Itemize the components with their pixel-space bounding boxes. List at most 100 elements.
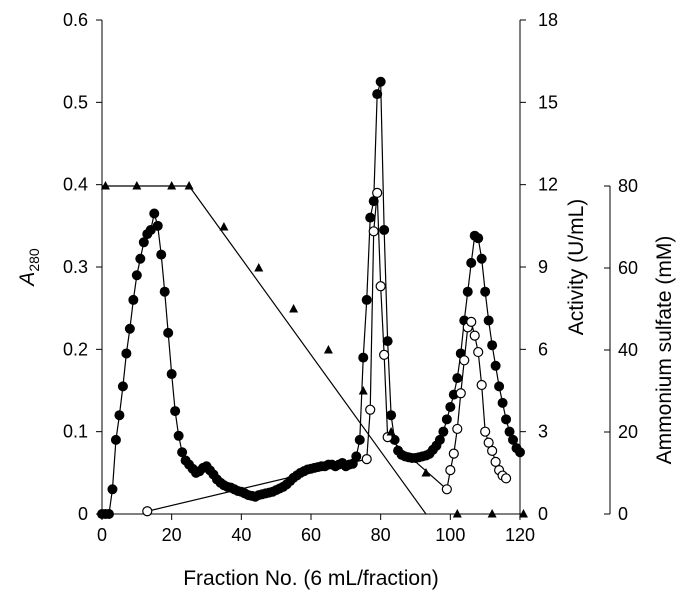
data-point (487, 445, 498, 456)
x-tick-label: 0 (97, 525, 107, 545)
x-tick-label: 20 (162, 525, 182, 545)
data-point (103, 509, 114, 519)
y-left-tick-label: 0.2 (63, 339, 88, 359)
y-left-tick-label: 0 (78, 504, 88, 524)
x-tick-label: 40 (231, 525, 251, 545)
data-point (434, 434, 445, 445)
data-point (494, 381, 505, 392)
data-point (500, 473, 512, 484)
data-point (515, 447, 525, 458)
data-point (487, 340, 498, 351)
data-point (473, 346, 484, 358)
data-point (365, 212, 376, 223)
data-point (445, 401, 456, 412)
series-filled-triangle (100, 181, 528, 518)
x-axis-label: Fraction No. (6 mL/fraction) (183, 567, 439, 590)
y-right-ammonium-axis-ticks: 0 20 40 60 80 (604, 176, 638, 524)
data-point (497, 397, 508, 408)
y-left-axis-label: A280 (16, 248, 42, 288)
data-point (132, 181, 142, 190)
data-point (455, 388, 466, 399)
y-left-tick-label: 0.6 (63, 10, 88, 30)
data-point (149, 208, 160, 219)
data-point (476, 253, 487, 264)
data-point (490, 360, 501, 371)
data-point (142, 506, 153, 517)
y-right-ammonium-tick-label: 20 (618, 422, 638, 442)
series-line (102, 81, 521, 515)
data-point (501, 414, 512, 425)
data-point (138, 237, 149, 248)
data-point (508, 434, 519, 445)
data-point (480, 426, 491, 437)
data-point (518, 509, 528, 518)
y-right-ammonium-tick-label: 40 (618, 340, 638, 360)
data-point (358, 386, 368, 395)
y-right-ammonium-tick-label: 0 (618, 504, 628, 524)
data-point (114, 410, 125, 421)
data-point (421, 468, 431, 477)
data-point (170, 406, 181, 417)
data-point (152, 220, 163, 231)
data-point (372, 89, 383, 100)
data-point (483, 315, 494, 326)
data-point (110, 434, 121, 445)
data-point (372, 187, 383, 198)
y-right-activity-tick-label: 18 (538, 10, 558, 30)
data-point (166, 369, 177, 380)
data-point (156, 249, 167, 260)
x-tick-label: 100 (435, 525, 465, 545)
data-point (375, 281, 386, 292)
data-point (354, 434, 365, 445)
data-point (131, 270, 142, 281)
y-left-tick-label: 0.5 (63, 92, 88, 112)
data-point (473, 233, 484, 244)
y-right-ammonium-tick-label: 80 (618, 176, 638, 196)
data-point (361, 294, 372, 305)
y-right-activity-tick-label: 9 (538, 257, 548, 277)
x-tick-label: 60 (301, 525, 321, 545)
data-point (128, 294, 139, 305)
data-point (379, 224, 390, 235)
data-point (382, 336, 393, 347)
y-right-activity-tick-label: 12 (538, 175, 558, 195)
data-point (177, 447, 188, 458)
data-point (480, 286, 491, 297)
data-point (107, 484, 118, 495)
data-point (124, 323, 135, 334)
data-point (365, 404, 376, 415)
data-point (469, 330, 480, 341)
y-right-activity-tick-label: 15 (538, 92, 558, 112)
series-layer (97, 76, 528, 519)
data-point (452, 509, 462, 518)
data-point (323, 345, 333, 354)
data-point (483, 437, 494, 448)
data-point (351, 451, 362, 462)
series-open-circle (142, 187, 512, 517)
data-point (466, 316, 477, 327)
x-axis-ticks: 0 20 40 60 80 100 120 (97, 514, 535, 545)
series-filled-circle (97, 76, 525, 519)
data-point (441, 484, 452, 495)
x-tick-label: 80 (371, 525, 391, 545)
data-point (163, 327, 174, 338)
data-point (375, 76, 386, 87)
data-point (121, 348, 132, 359)
data-point (462, 286, 473, 297)
data-point (441, 414, 452, 425)
data-point (490, 456, 501, 467)
data-point (173, 430, 184, 441)
data-point (466, 257, 477, 268)
data-point (184, 181, 194, 190)
data-point (452, 423, 463, 435)
data-point (135, 253, 146, 264)
data-point (504, 426, 515, 437)
y-right-ammonium-tick-label: 60 (618, 258, 638, 278)
y-right-activity-axis-label: Activity (U/mL) (565, 199, 588, 336)
y-right-activity-tick-label: 6 (538, 339, 548, 359)
data-point (159, 286, 170, 297)
y-left-label-main: A (16, 272, 39, 288)
data-point (386, 410, 397, 421)
data-point (167, 181, 177, 190)
